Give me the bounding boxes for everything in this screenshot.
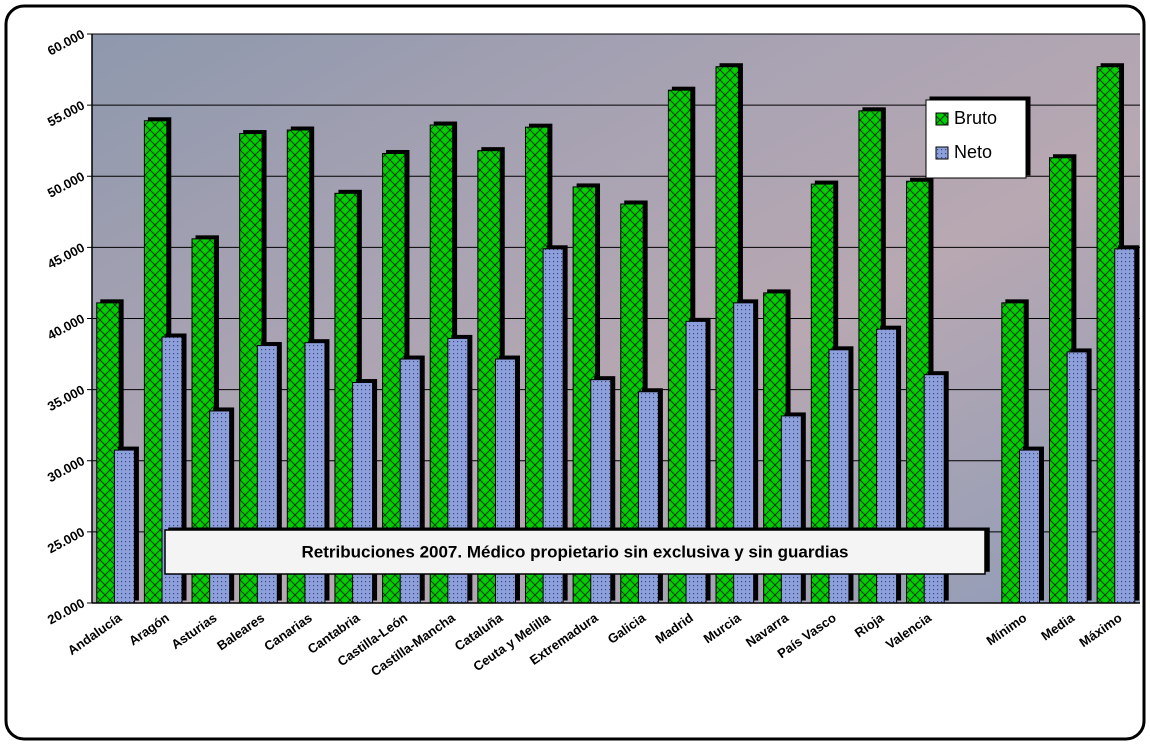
legend-label: Bruto <box>954 108 997 128</box>
bar <box>780 415 802 604</box>
bar <box>1018 449 1040 604</box>
bar <box>1114 248 1136 604</box>
legend: Bruto Neto <box>925 99 1027 179</box>
title-box: Retribuciones 2007. Médico propietario s… <box>164 529 986 575</box>
bar <box>1066 351 1088 604</box>
legend-swatch <box>935 112 949 126</box>
bar <box>113 449 135 604</box>
legend-swatch <box>935 146 949 160</box>
legend-label: Neto <box>954 142 992 162</box>
chart-title: Retribuciones 2007. Médico propietario s… <box>301 542 848 561</box>
